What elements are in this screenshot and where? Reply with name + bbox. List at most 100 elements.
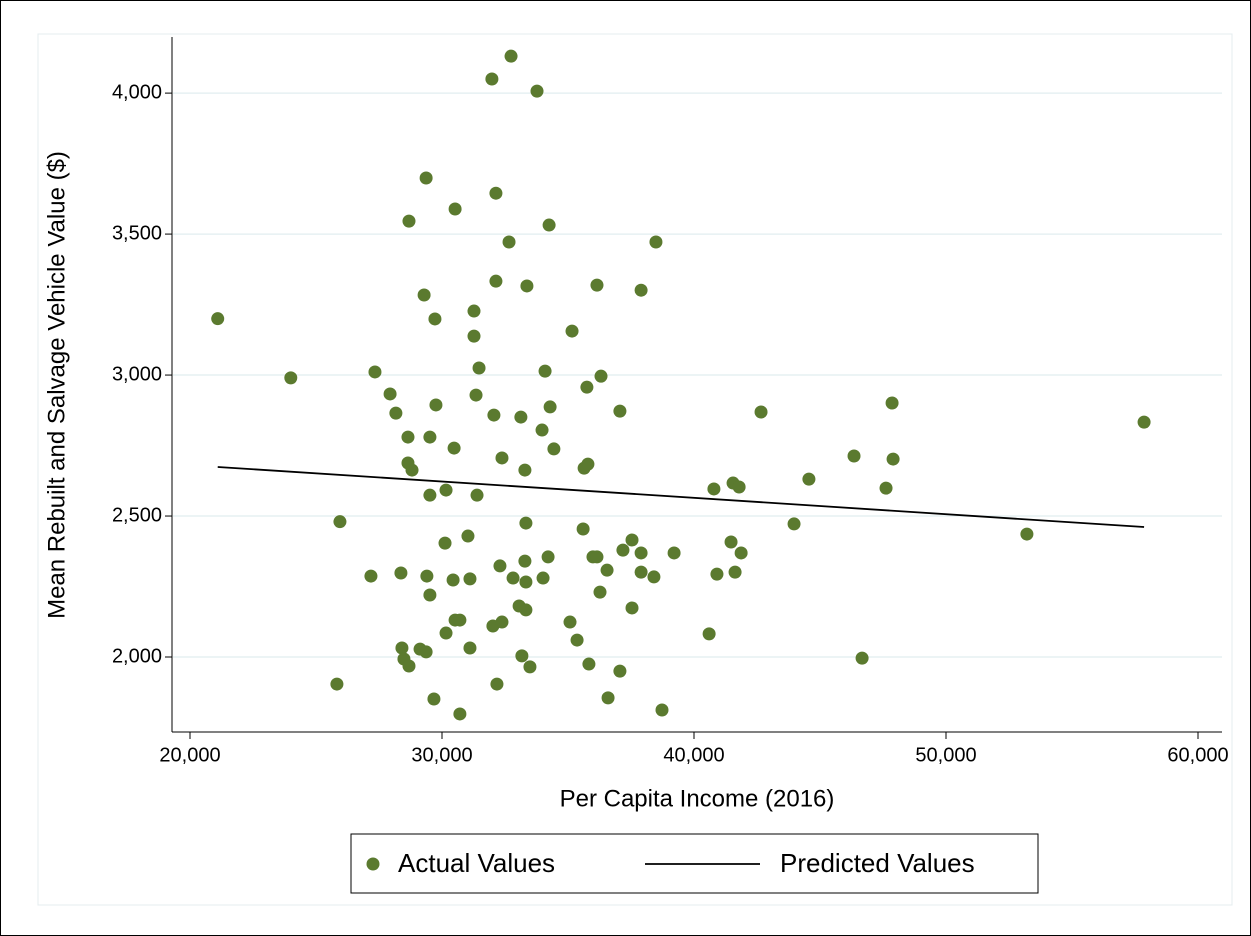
- point: [879, 481, 893, 495]
- point: [402, 214, 416, 228]
- point: [423, 588, 437, 602]
- point: [504, 49, 518, 63]
- point: [576, 522, 590, 536]
- point: [707, 482, 721, 496]
- point: [389, 406, 403, 420]
- point: [330, 677, 344, 691]
- point: [485, 72, 499, 86]
- point: [582, 657, 596, 671]
- point: [594, 369, 608, 383]
- point: [472, 361, 486, 375]
- point: [732, 480, 746, 494]
- point: [547, 442, 561, 456]
- point: [284, 371, 298, 385]
- point: [417, 288, 431, 302]
- line: [217, 466, 1145, 528]
- point: [538, 364, 552, 378]
- point: [593, 585, 607, 599]
- legend-swatch: [366, 857, 380, 871]
- point: [383, 387, 397, 401]
- y-tick-label: 2,500: [112, 504, 162, 526]
- point: [489, 186, 503, 200]
- point: [519, 575, 533, 589]
- point: [461, 529, 475, 543]
- point: [514, 410, 528, 424]
- point: [655, 703, 669, 717]
- y-tick-label: 2,000: [112, 645, 162, 667]
- point: [467, 304, 481, 318]
- point: [518, 554, 532, 568]
- y-tick-label: 3,000: [112, 363, 162, 385]
- point: [489, 274, 503, 288]
- point: [625, 601, 639, 615]
- point: [419, 645, 433, 659]
- x-tick-label: 50,000: [915, 744, 976, 766]
- x-tick-label: 40,000: [663, 744, 724, 766]
- point: [423, 430, 437, 444]
- point: [515, 649, 529, 663]
- point: [634, 565, 648, 579]
- point: [702, 627, 716, 641]
- point: [710, 567, 724, 581]
- point: [405, 463, 419, 477]
- point: [855, 651, 869, 665]
- point: [634, 283, 648, 297]
- point: [581, 457, 595, 471]
- point: [613, 664, 627, 678]
- point: [502, 235, 516, 249]
- point: [530, 84, 544, 98]
- point: [886, 452, 900, 466]
- point: [490, 677, 504, 691]
- point: [519, 603, 533, 617]
- y-tick-label: 4,000: [112, 81, 162, 103]
- point: [647, 570, 661, 584]
- point: [601, 691, 615, 705]
- point: [469, 388, 483, 402]
- point: [467, 329, 481, 343]
- x-tick-label: 20,000: [159, 744, 220, 766]
- point: [1020, 527, 1034, 541]
- point: [453, 613, 467, 627]
- point: [724, 535, 738, 549]
- point: [728, 565, 742, 579]
- point: [428, 312, 442, 326]
- point: [493, 559, 507, 573]
- point: [495, 615, 509, 629]
- point: [885, 396, 899, 410]
- point: [427, 692, 441, 706]
- point: [447, 441, 461, 455]
- point: [634, 546, 648, 560]
- point: [453, 707, 467, 721]
- point: [847, 449, 861, 463]
- point: [649, 235, 663, 249]
- point: [368, 365, 382, 379]
- point: [625, 533, 639, 547]
- point: [506, 571, 520, 585]
- point: [787, 517, 801, 531]
- point: [541, 550, 555, 564]
- point: [600, 563, 614, 577]
- graph-region: [37, 33, 1233, 906]
- point: [543, 400, 557, 414]
- point: [438, 536, 452, 550]
- point: [439, 626, 453, 640]
- point: [734, 546, 748, 560]
- point: [535, 423, 549, 437]
- point: [613, 404, 627, 418]
- x-axis-title: Per Capita Income (2016): [560, 785, 835, 812]
- point: [439, 483, 453, 497]
- point: [518, 463, 532, 477]
- point: [495, 451, 509, 465]
- point: [487, 408, 501, 422]
- point: [802, 472, 816, 486]
- point: [1137, 415, 1151, 429]
- point: [570, 633, 584, 647]
- x-tick-label: 30,000: [411, 744, 472, 766]
- point: [394, 566, 408, 580]
- point: [520, 279, 534, 293]
- point: [420, 569, 434, 583]
- x-tick-label: 60,000: [1167, 744, 1228, 766]
- point: [429, 398, 443, 412]
